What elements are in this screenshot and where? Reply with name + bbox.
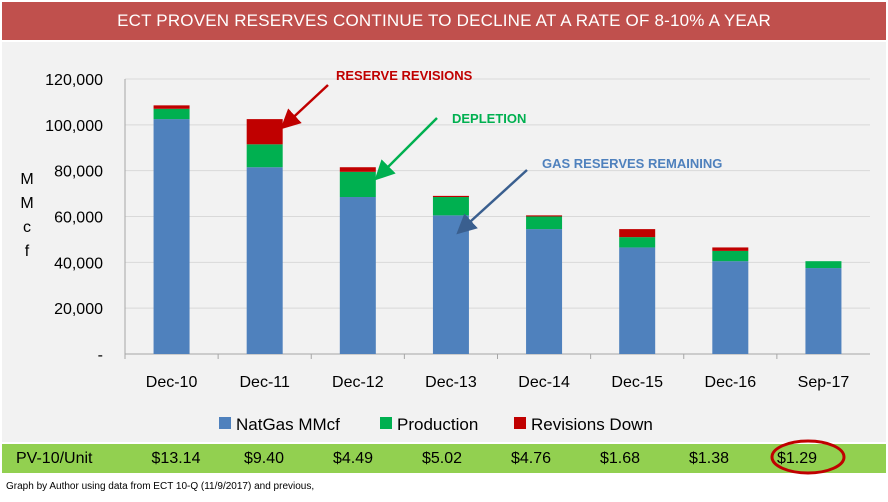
y-tick-label: -	[98, 347, 103, 364]
y-tick-label: 20,000	[54, 301, 103, 318]
legend-label-revisions: Revisions Down	[531, 415, 653, 434]
x-tick-label: Sep-17	[798, 374, 850, 391]
bar-production	[712, 250, 749, 262]
bar-chart: - 20,000 40,000 60,000 80,000 100,000 120,000 D…	[20, 68, 870, 434]
pv10-value: $1.38	[688, 450, 730, 467]
y-tick-label: 120,000	[45, 72, 103, 89]
bar-natgas	[805, 268, 842, 354]
bar-natgas	[619, 247, 656, 354]
footnote: Graph by Author using data from ECT 10-Q…	[6, 481, 315, 492]
pv10-value: $13.14	[151, 450, 201, 467]
bar-production	[153, 108, 190, 120]
bar-natgas	[339, 197, 376, 354]
y-tick-label: 60,000	[54, 210, 103, 227]
bar-revisions	[432, 195, 469, 198]
annotation-reserve-revisions: RESERVE REVISIONS	[336, 68, 473, 83]
bar-production	[246, 144, 283, 168]
legend-swatch-production	[380, 417, 392, 429]
y-axis-label-char: c	[23, 219, 31, 236]
pv10-value: $4.76	[510, 450, 552, 467]
pv10-value: $5.02	[421, 450, 463, 467]
y-tick-label: 80,000	[54, 164, 103, 181]
legend: NatGas MMcf Production Revisions Down	[219, 415, 653, 434]
bar-revisions	[712, 247, 749, 251]
chart-title-bar: ECT PROVEN RESERVES CONTINUE TO DECLINE …	[2, 2, 886, 40]
y-tick-label: 100,000	[45, 118, 103, 135]
revisions-arrow	[280, 84, 329, 130]
bar-production	[526, 216, 563, 230]
x-tick-label: Dec-10	[146, 374, 198, 391]
bar-revisions	[153, 105, 190, 109]
x-tick-label: Dec-14	[518, 374, 570, 391]
gas-reserves-arrow	[456, 169, 528, 235]
bar-revisions	[246, 119, 283, 145]
chart-title: ECT PROVEN RESERVES CONTINUE TO DECLINE …	[117, 11, 771, 30]
y-axis-label-char: M	[20, 171, 33, 188]
bar-natgas	[153, 119, 190, 355]
pv10-value: $4.49	[332, 450, 374, 467]
x-tick-label: Dec-11	[239, 374, 289, 391]
pv10-label: PV-10/Unit	[16, 450, 93, 467]
x-tick-label: Dec-15	[611, 374, 663, 391]
bar-natgas	[432, 215, 469, 354]
bar-natgas	[712, 261, 749, 354]
bar-revisions	[619, 229, 656, 238]
y-axis-label-char: M	[20, 195, 33, 212]
legend-label-production: Production	[397, 415, 478, 434]
pv10-value: $9.40	[243, 450, 285, 467]
pv10-value: $1.68	[599, 450, 641, 467]
legend-swatch-revisions	[514, 417, 526, 429]
annotation-depletion: DEPLETION	[452, 111, 526, 126]
legend-swatch-natgas	[219, 417, 231, 429]
x-tick-label: Dec-16	[705, 374, 757, 391]
bar-revisions	[526, 215, 563, 217]
bar-production	[805, 261, 842, 269]
x-tick-label: Dec-13	[425, 374, 477, 391]
bar-production	[432, 197, 469, 216]
bar-production	[339, 171, 376, 198]
bar-production	[619, 237, 656, 248]
bar-natgas	[526, 229, 563, 354]
x-tick-label: Dec-12	[332, 374, 384, 391]
pv10-value: $1.29	[776, 450, 818, 467]
bar-natgas	[246, 167, 283, 354]
y-axis-label-char: f	[25, 243, 30, 260]
bar-revisions	[339, 167, 376, 172]
pv10-row: PV-10/Unit $13.14 $9.40 $4.49 $5.02 $4.7…	[2, 444, 886, 473]
depletion-arrow	[374, 117, 438, 181]
annotation-gas-reserves-remaining: GAS RESERVES REMAINING	[542, 156, 722, 171]
y-tick-label: 40,000	[54, 255, 103, 272]
legend-label-natgas: NatGas MMcf	[236, 415, 340, 434]
